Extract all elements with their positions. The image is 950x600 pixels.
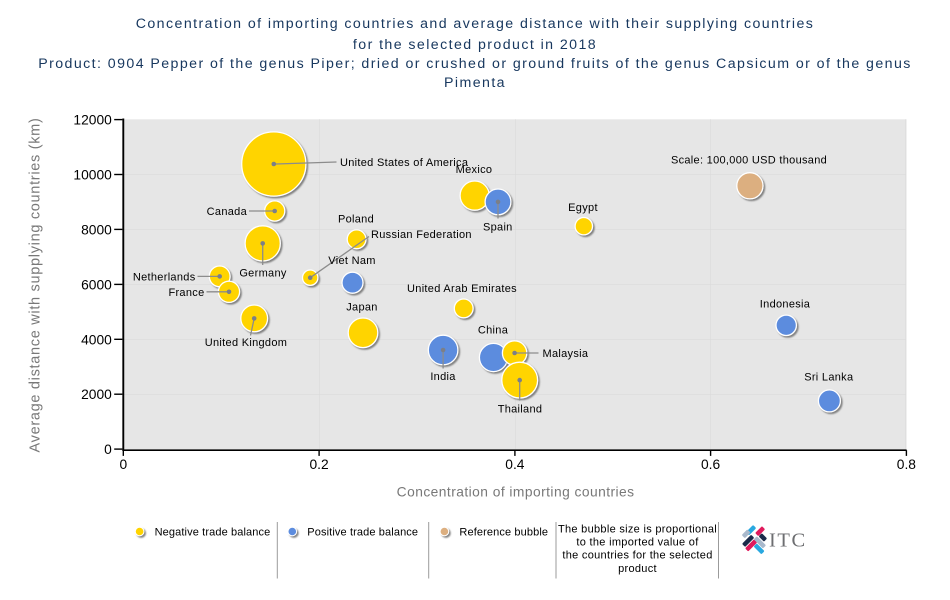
svg-text:Malaysia: Malaysia: [543, 348, 589, 360]
svg-text:0: 0: [119, 457, 127, 472]
svg-text:Canada: Canada: [207, 206, 248, 218]
svg-text:China: China: [478, 325, 509, 337]
svg-text:0.4: 0.4: [505, 457, 525, 472]
svg-text:4000: 4000: [81, 332, 112, 347]
svg-text:United Arab Emirates: United Arab Emirates: [407, 283, 517, 295]
svg-text:India: India: [430, 371, 456, 383]
svg-text:0: 0: [104, 442, 112, 457]
svg-text:8000: 8000: [81, 222, 112, 237]
svg-text:0.8: 0.8: [897, 457, 917, 472]
svg-text:The bubble size is proportiona: The bubble size is proportional: [558, 523, 717, 535]
svg-text:ITC: ITC: [769, 530, 807, 552]
svg-text:United States of America: United States of America: [340, 157, 469, 169]
svg-text:the countries for the selected: the countries for the selected: [562, 550, 712, 562]
svg-text:Product: 0904 Pepper of the ge: Product: 0904 Pepper of the genus Piper;…: [38, 56, 912, 72]
svg-text:Thailand: Thailand: [498, 403, 543, 415]
svg-text:Egypt: Egypt: [568, 202, 598, 214]
svg-text:United Kingdom: United Kingdom: [205, 337, 287, 349]
svg-text:0.2: 0.2: [310, 457, 329, 472]
svg-text:Scale: 100,000 USD thousand: Scale: 100,000 USD thousand: [671, 155, 827, 167]
svg-text:Viet Nam: Viet Nam: [328, 255, 375, 267]
svg-text:Concentration of importing cou: Concentration of importing countries and…: [136, 16, 815, 32]
svg-text:Positive trade balance: Positive trade balance: [307, 527, 418, 539]
svg-text:for the selected product in 20: for the selected product in 2018: [353, 37, 597, 53]
svg-text:Concentration of importing cou: Concentration of importing countries: [397, 485, 635, 500]
svg-text:Spain: Spain: [483, 221, 513, 233]
svg-text:Sri Lanka: Sri Lanka: [804, 371, 854, 383]
svg-text:product: product: [618, 563, 657, 575]
svg-text:2000: 2000: [81, 387, 112, 402]
svg-text:Negative trade balance: Negative trade balance: [155, 527, 271, 539]
svg-text:Indonesia: Indonesia: [760, 298, 811, 310]
svg-text:Mexico: Mexico: [456, 164, 493, 176]
svg-text:Netherlands: Netherlands: [133, 271, 196, 283]
svg-text:France: France: [168, 287, 204, 299]
svg-text:0.6: 0.6: [701, 457, 721, 472]
svg-text:Germany: Germany: [239, 268, 287, 280]
svg-text:Reference bubble: Reference bubble: [459, 527, 548, 539]
svg-text:10000: 10000: [73, 168, 112, 183]
svg-text:Poland: Poland: [338, 214, 374, 226]
svg-text:12000: 12000: [73, 113, 112, 128]
svg-text:Average distance with supplyin: Average distance with supplying countrie…: [28, 118, 44, 453]
svg-text:Russian Federation: Russian Federation: [371, 229, 472, 241]
svg-text:to the imported value of: to the imported value of: [576, 537, 699, 549]
svg-text:Japan: Japan: [346, 302, 377, 314]
svg-text:6000: 6000: [81, 277, 112, 292]
svg-text:Pimenta: Pimenta: [444, 75, 506, 91]
